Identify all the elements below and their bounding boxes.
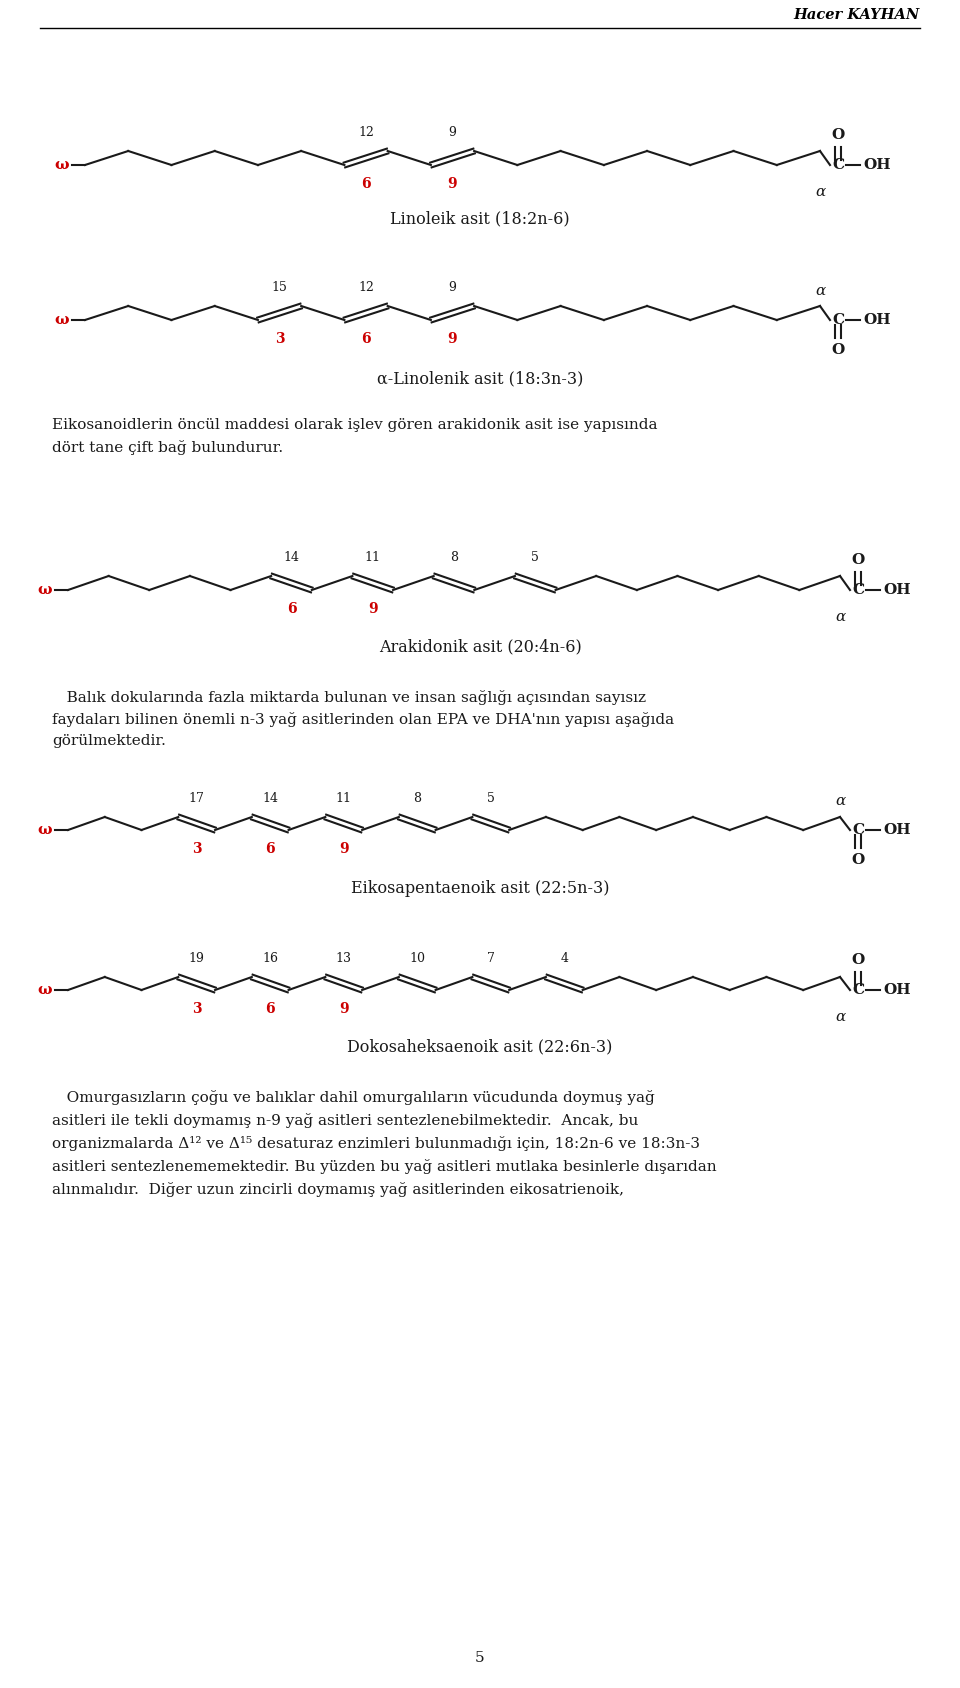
Text: 14: 14 — [283, 550, 300, 564]
Text: 5: 5 — [487, 792, 494, 805]
Text: ω: ω — [37, 582, 52, 598]
Text: α: α — [815, 284, 826, 299]
Text: O: O — [852, 852, 865, 868]
Text: 17: 17 — [189, 792, 204, 805]
Text: α-Linolenik asit (18:3n-3): α-Linolenik asit (18:3n-3) — [377, 370, 583, 387]
Text: 9: 9 — [448, 127, 456, 138]
Text: α: α — [835, 609, 845, 625]
Text: Balık dokularında fazla miktarda bulunan ve insan sağlığı açısından sayısız: Balık dokularında fazla miktarda bulunan… — [52, 690, 646, 706]
Text: 9: 9 — [448, 280, 456, 294]
Text: C: C — [852, 982, 864, 998]
Text: C: C — [852, 582, 864, 598]
Text: α: α — [835, 1009, 845, 1025]
Text: faydaları bilinen önemli n-3 yağ asitlerinden olan EPA ve DHA'nın yapısı aşağıda: faydaları bilinen önemli n-3 yağ asitler… — [52, 712, 674, 728]
Text: OH: OH — [863, 159, 891, 172]
Text: Eikosanoidlerin öncül maddesi olarak işlev gören arakidonik asit ise yapısında: Eikosanoidlerin öncül maddesi olarak işl… — [52, 419, 658, 432]
Text: 12: 12 — [358, 127, 374, 138]
Text: asitleri sentezlenememektedir. Bu yüzden bu yağ asitleri mutlaka besinlerle dışa: asitleri sentezlenememektedir. Bu yüzden… — [52, 1160, 716, 1173]
Text: 9: 9 — [447, 333, 457, 346]
Text: Eikosapentaenoik asit (22:5n-3): Eikosapentaenoik asit (22:5n-3) — [350, 879, 610, 896]
Text: O: O — [852, 554, 865, 567]
Text: ω: ω — [55, 312, 69, 327]
Text: C: C — [832, 312, 844, 327]
Text: 19: 19 — [189, 952, 204, 966]
Text: asitleri ile tekli doymamış n-9 yağ asitleri sentezlenebilmektedir.  Ancak, bu: asitleri ile tekli doymamış n-9 yağ asit… — [52, 1112, 638, 1128]
Text: organizmalarda Δ¹² ve Δ¹⁵ desaturaz enzimleri bulunmadığı için, 18:2n-6 ve 18:3n: organizmalarda Δ¹² ve Δ¹⁵ desaturaz enzi… — [52, 1136, 700, 1151]
Text: 8: 8 — [413, 792, 421, 805]
Text: 9: 9 — [447, 177, 457, 191]
Text: O: O — [831, 128, 845, 142]
Text: Dokosaheksaenoik asit (22:6n-3): Dokosaheksaenoik asit (22:6n-3) — [348, 1038, 612, 1055]
Text: 6: 6 — [361, 333, 371, 346]
Text: O: O — [852, 954, 865, 967]
Text: görülmektedir.: görülmektedir. — [52, 734, 166, 748]
Text: C: C — [832, 159, 844, 172]
Text: 11: 11 — [365, 550, 381, 564]
Text: 9: 9 — [339, 1003, 348, 1016]
Text: Arakidonik asit (20:4n-6): Arakidonik asit (20:4n-6) — [378, 638, 582, 655]
Text: 3: 3 — [275, 333, 284, 346]
Text: 7: 7 — [487, 952, 494, 966]
Text: Omurgasızların çoğu ve balıklar dahil omurgalıların vücudunda doymuş yağ: Omurgasızların çoğu ve balıklar dahil om… — [52, 1090, 655, 1106]
Text: ω: ω — [55, 159, 69, 172]
Text: 6: 6 — [265, 1003, 275, 1016]
Text: 14: 14 — [262, 792, 278, 805]
Text: 4: 4 — [561, 952, 568, 966]
Text: 6: 6 — [361, 177, 371, 191]
Text: C: C — [852, 824, 864, 837]
Text: O: O — [831, 343, 845, 356]
Text: ω: ω — [37, 824, 52, 837]
Text: alınmalıdır.  Diğer uzun zincirli doymamış yağ asitlerinden eikosatrienoik,: alınmalıdır. Diğer uzun zincirli doymamı… — [52, 1182, 624, 1197]
Text: 12: 12 — [358, 280, 374, 294]
Text: 5: 5 — [475, 1651, 485, 1664]
Text: Linoleik asit (18:2n-6): Linoleik asit (18:2n-6) — [390, 209, 570, 226]
Text: 5: 5 — [531, 550, 540, 564]
Text: 6: 6 — [287, 603, 297, 616]
Text: 16: 16 — [262, 952, 278, 966]
Text: 9: 9 — [368, 603, 377, 616]
Text: 11: 11 — [336, 792, 351, 805]
Text: 9: 9 — [339, 842, 348, 856]
Text: α: α — [815, 186, 826, 199]
Text: OH: OH — [863, 312, 891, 327]
Text: 3: 3 — [192, 842, 202, 856]
Text: 13: 13 — [336, 952, 351, 966]
Text: 10: 10 — [409, 952, 425, 966]
Text: OH: OH — [883, 982, 911, 998]
Text: 3: 3 — [192, 1003, 202, 1016]
Text: 6: 6 — [265, 842, 275, 856]
Text: Hacer KAYHAN: Hacer KAYHAN — [794, 8, 920, 22]
Text: 15: 15 — [272, 280, 287, 294]
Text: OH: OH — [883, 582, 911, 598]
Text: α: α — [835, 793, 845, 809]
Text: 8: 8 — [450, 550, 458, 564]
Text: OH: OH — [883, 824, 911, 837]
Text: ω: ω — [37, 982, 52, 998]
Text: dört tane çift bağ bulundurur.: dört tane çift bağ bulundurur. — [52, 441, 283, 456]
